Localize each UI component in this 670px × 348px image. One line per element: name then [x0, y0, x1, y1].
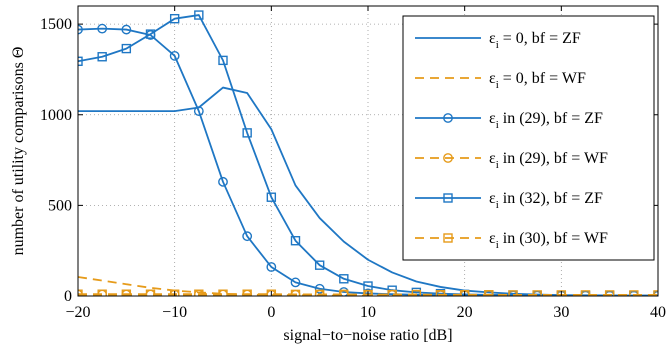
data-point [218, 176, 228, 187]
legend-marker [443, 153, 453, 163]
y-tick-label: 1500 [40, 16, 72, 33]
legend-label-sub: i [496, 39, 499, 51]
data-point [145, 29, 156, 39]
data-point [121, 24, 132, 35]
legend-marker [443, 113, 453, 123]
legend-label: εi = 0, bf = WF [489, 70, 586, 91]
data-point [145, 289, 156, 296]
y-tick-label: 500 [48, 197, 72, 214]
legend-label: εi in (29), bf = WF [489, 150, 608, 171]
legend-label-sub: i [496, 239, 499, 251]
data-point [97, 289, 107, 296]
legend-label-rest: in (30), bf = WF [499, 230, 608, 247]
data-point [242, 231, 253, 242]
data-point [266, 262, 277, 272]
data-point [169, 50, 180, 61]
legend-label-main: ε [489, 70, 496, 87]
x-tick-label: 20 [457, 304, 473, 321]
data-point [339, 274, 349, 284]
legend-label-rest: = 0, bf = ZF [499, 30, 581, 47]
x-tick-label: 40 [650, 304, 666, 321]
data-point [411, 289, 422, 296]
data-point [218, 55, 228, 66]
legend-label: εi in (32), bf = ZF [489, 190, 603, 211]
legend-label-main: ε [489, 230, 496, 247]
data-point [314, 283, 325, 294]
data-point [459, 290, 470, 296]
legend-item: εi in (29), bf = ZF [415, 110, 603, 131]
legend-label-main: ε [489, 30, 496, 47]
data-point [532, 290, 542, 296]
data-point [314, 289, 325, 296]
data-point [508, 290, 518, 296]
data-point [604, 290, 615, 296]
legend-label-rest: = 0, bf = WF [499, 70, 586, 87]
data-point [314, 260, 325, 270]
x-tick-label: 30 [553, 304, 569, 321]
data-point [78, 56, 83, 66]
legend-item: εi in (30), bf = WF [415, 230, 608, 251]
data-point [169, 289, 180, 296]
data-point [97, 52, 107, 62]
legend-item: εi in (29), bf = WF [415, 150, 608, 171]
data-point [169, 13, 180, 24]
data-point [290, 277, 301, 288]
legend-label-sub: i [496, 119, 499, 131]
data-point [97, 23, 108, 34]
data-point [653, 290, 658, 296]
data-point [387, 289, 397, 296]
data-point [435, 290, 446, 296]
x-tick-label: −10 [162, 304, 187, 321]
legend-label: εi in (29), bf = ZF [489, 110, 603, 131]
data-point [363, 289, 373, 296]
data-point [629, 290, 639, 296]
x-axis-label: signal−to−noise ratio [dB] [283, 327, 452, 344]
legend-label: εi in (30), bf = WF [489, 230, 608, 251]
legend-label-main: ε [489, 190, 496, 207]
y-axis-label: number of utility comparisons Θ [10, 47, 27, 256]
legend-box [402, 15, 655, 261]
data-point [194, 289, 204, 296]
data-point [121, 43, 132, 54]
legend-item: εi in (32), bf = ZF [415, 190, 603, 211]
legend-label-rest: in (29), bf = ZF [499, 110, 603, 127]
legend-label: εi = 0, bf = ZF [489, 30, 581, 51]
legend-label-main: ε [489, 150, 496, 167]
y-tick-label: 0 [64, 288, 72, 305]
legend-marker [443, 233, 453, 243]
data-point [218, 289, 228, 296]
data-point [266, 289, 277, 296]
x-tick-label: −20 [65, 304, 90, 321]
data-point [339, 289, 349, 296]
legend-label-sub: i [496, 79, 499, 91]
data-point [193, 106, 204, 117]
legend-item: εi = 0, bf = ZF [415, 30, 581, 51]
axis-ticks: −20 −10 0 10 20 30 40 0 500 1000 1500 [40, 6, 666, 321]
legend-label-main: ε [489, 110, 496, 127]
legend-item: εi = 0, bf = WF [415, 70, 586, 91]
legend-marker [443, 193, 453, 203]
legend-label-sub: i [496, 199, 499, 211]
data-point [194, 10, 204, 20]
data-point [580, 290, 591, 296]
data-point [78, 289, 83, 296]
x-tick-label: 0 [267, 304, 275, 321]
x-tick-label: 10 [360, 304, 376, 321]
legend-label-rest: in (32), bf = ZF [499, 190, 603, 207]
data-point [266, 192, 277, 202]
data-point [290, 236, 301, 246]
legend-label-sub: i [496, 159, 499, 171]
data-point [242, 289, 252, 296]
y-tick-label: 1000 [40, 107, 72, 124]
data-point [242, 128, 252, 138]
data-point [290, 289, 301, 296]
data-point [484, 290, 494, 296]
data-point [556, 290, 567, 296]
data-point [121, 289, 132, 296]
legend-label-rest: in (29), bf = WF [499, 150, 608, 167]
